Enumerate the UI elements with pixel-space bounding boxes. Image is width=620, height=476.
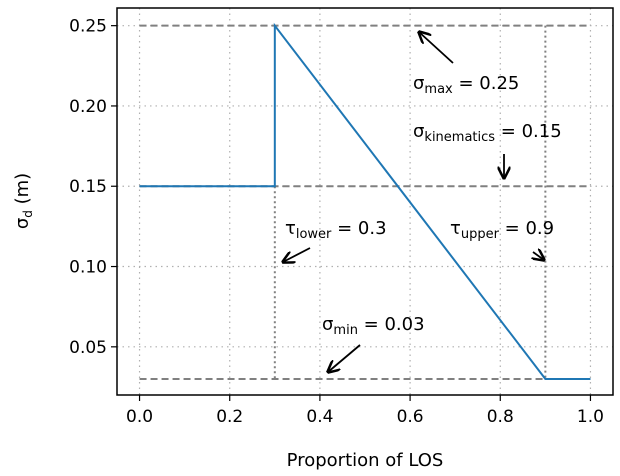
series-line — [139, 22, 591, 380]
y-tick-label: 0.10 — [69, 258, 107, 278]
x-tick-label: 0.2 — [216, 407, 243, 427]
arrow-icon — [419, 32, 454, 64]
annotation-sigma-kinematics: σkinematics = 0.15 — [413, 121, 562, 178]
annotation-sigma-max: σmax = 0.25 — [413, 32, 519, 97]
grid — [117, 8, 613, 395]
annotation-tau-lower: τlower = 0.3 — [283, 218, 387, 262]
svg-text:σmax = 0.25: σmax = 0.25 — [413, 73, 519, 97]
y-tick-label: 0.20 — [69, 97, 107, 117]
x-tick-label: 1.0 — [577, 407, 604, 427]
y-tick-label: 0.15 — [69, 177, 107, 197]
arrow-icon — [328, 344, 361, 372]
y-axis-label: σd (m) — [12, 173, 35, 229]
reference-lines — [139, 24, 591, 380]
x-tick-label: 0.6 — [397, 407, 424, 427]
x-tick-label: 0.0 — [126, 407, 153, 427]
svg-text:τupper = 0.9: τupper = 0.9 — [450, 218, 554, 242]
annotation-tau-upper: τupper = 0.9 — [450, 218, 554, 260]
svg-text:σkinematics = 0.15: σkinematics = 0.15 — [413, 121, 562, 145]
y-tick-label: 0.05 — [69, 338, 107, 358]
arrow-icon — [533, 252, 544, 260]
svg-text:σmin = 0.03: σmin = 0.03 — [322, 314, 425, 338]
plot-frame — [116, 7, 614, 396]
x-tick-label: 0.4 — [306, 407, 333, 427]
annotation-sigma-min: σmin = 0.03 — [322, 314, 425, 372]
x-tick-label: 0.8 — [487, 407, 514, 427]
svg-text:τlower = 0.3: τlower = 0.3 — [285, 218, 387, 242]
y-tick-label: 0.25 — [69, 17, 107, 37]
ticks: 0.0 0.2 0.4 0.6 0.8 1.0 0.05 0.10 0.15 0.20 0.25 — [69, 17, 604, 427]
series — [139, 22, 591, 380]
arrow-icon — [283, 247, 311, 262]
x-axis-label: Proportion of LOS — [287, 450, 444, 471]
